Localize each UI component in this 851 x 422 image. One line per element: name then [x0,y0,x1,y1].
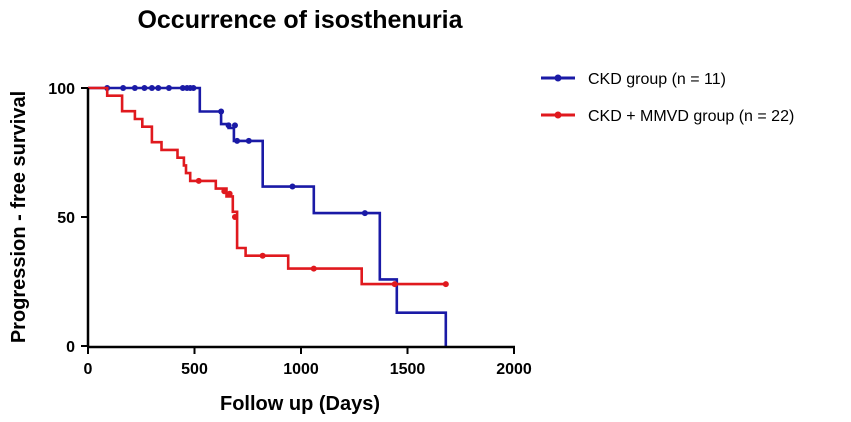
y-tick-label: 0 [66,339,75,356]
censor-point-series-0 [245,137,252,144]
legend-label-ckd: CKD group (n = 11) [588,71,726,88]
censor-point-series-1 [231,214,238,220]
censor-point-series-1 [226,190,233,197]
censor-point-series-0 [231,122,238,129]
censor-point-series-1 [442,281,449,288]
legend-marker-mmvd [554,111,562,119]
x-tick-label: 1000 [283,361,319,378]
y-tick-label: 100 [48,81,75,98]
x-tick-label: 2000 [496,361,532,378]
censor-point-series-0 [190,85,197,91]
censor-point-series-0 [155,85,162,91]
censor-point-series-0 [218,108,225,115]
x-tick-label: 1500 [390,361,426,378]
x-axis-label: Follow up (Days) [220,393,380,415]
legend-marker-ckd [554,74,562,82]
censor-point-series-0 [141,85,148,91]
censor-point-series-1 [195,177,202,184]
censor-point-series-0 [165,85,172,91]
censor-point-series-0 [120,85,127,91]
legend-label-mmvd: CKD + MMVD group (n = 22) [588,108,794,125]
censor-point-series-0 [225,122,232,129]
series-line-1 [88,86,446,286]
plot-area [88,85,449,346]
legend: CKD group (n = 11) CKD + MMVD group (n =… [541,71,794,125]
censor-point-series-1 [221,188,228,195]
censor-point-series-0 [289,183,296,190]
censor-point-series-0 [179,85,186,91]
censor-point-series-0 [131,85,138,91]
censor-point-series-1 [310,265,317,272]
censor-point-series-0 [361,210,368,217]
chart-title: Occurrence of isosthenuria [137,6,463,34]
y-tick-label: 50 [57,210,75,227]
censor-point-series-0 [148,85,155,91]
censor-point-series-1 [259,252,266,259]
censor-point-series-0 [234,137,241,144]
y-axis-label: Progression - free survival [8,91,30,343]
x-tick-label: 500 [181,361,208,378]
x-tick-label: 0 [84,361,93,378]
axis-ticks: 0 500 1000 1500 2000 0 50 100 [48,81,532,378]
censor-point-series-1 [391,281,398,288]
